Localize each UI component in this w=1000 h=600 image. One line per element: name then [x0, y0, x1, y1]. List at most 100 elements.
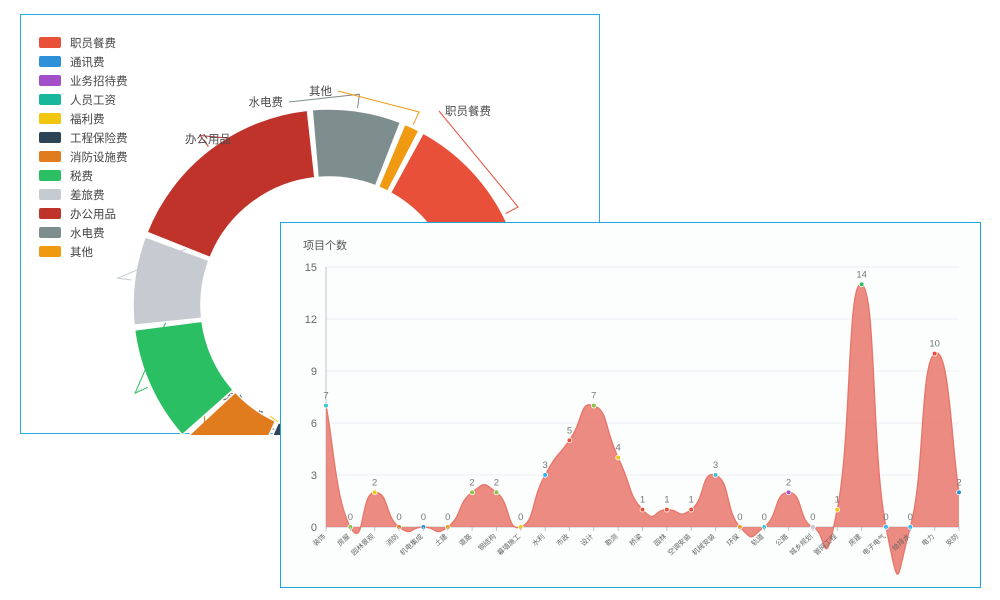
data-point[interactable] — [591, 402, 597, 409]
data-point-label: 1 — [640, 495, 645, 506]
x-axis-tick-label: 机械安装 — [690, 532, 717, 557]
data-point-label: 3 — [713, 460, 718, 471]
x-axis-tick-label: 公路 — [773, 532, 789, 548]
data-point[interactable] — [323, 402, 329, 409]
legend-item[interactable]: 其他 — [39, 242, 128, 261]
data-point[interactable] — [542, 472, 548, 478]
x-axis-tick-label: 土建 — [433, 532, 449, 548]
legend-item-label: 业务招待费 — [70, 75, 128, 88]
data-point-label: 0 — [908, 512, 913, 523]
data-point[interactable] — [688, 506, 694, 513]
pie-callout-line — [438, 110, 519, 214]
data-point-label: 0 — [518, 512, 523, 523]
data-point[interactable] — [931, 350, 938, 357]
legend-item[interactable]: 差旅费 — [39, 185, 128, 204]
area-fill — [326, 284, 959, 575]
legend-color-swatch — [39, 151, 61, 162]
y-axis-tick-label: 12 — [305, 314, 317, 326]
data-point[interactable] — [493, 489, 500, 496]
legend-item-label: 办公用品 — [70, 208, 116, 221]
pie-legend: 职员餐费通讯费业务招待费人员工资福利费工程保险费消防设施费税费差旅费办公用品水电… — [39, 33, 128, 261]
data-point[interactable] — [858, 281, 865, 288]
legend-color-swatch — [39, 227, 61, 238]
data-point[interactable] — [639, 506, 646, 513]
x-axis-tick-label: 城乡规划 — [787, 532, 814, 557]
data-point-label: 7 — [323, 391, 328, 402]
data-point-label: 1 — [689, 495, 694, 506]
data-point-label: 3 — [542, 460, 547, 471]
pie-callout-line — [198, 134, 238, 147]
series-line — [325, 283, 960, 575]
data-point-label: 10 — [929, 339, 940, 350]
pie-slice[interactable] — [132, 236, 210, 326]
pie-slice[interactable] — [377, 123, 420, 193]
x-axis-tick-label: 幕墙施工 — [495, 532, 522, 557]
data-point-label: 0 — [348, 512, 353, 523]
pie-callout-line — [288, 93, 361, 109]
legend-item[interactable]: 福利费 — [39, 109, 128, 128]
legend-item[interactable]: 通讯费 — [39, 52, 128, 71]
legend-item[interactable]: 职员餐费 — [39, 33, 128, 52]
legend-item-label: 人员工资 — [70, 94, 116, 107]
legend-color-swatch — [39, 56, 61, 67]
legend-item[interactable]: 办公用品 — [39, 204, 128, 223]
legend-color-swatch — [39, 113, 61, 124]
legend-item-label: 工程保险费 — [70, 132, 128, 145]
data-point[interactable] — [469, 489, 475, 496]
pie-slice[interactable] — [146, 109, 316, 259]
data-point[interactable] — [956, 489, 962, 496]
data-point-label: 0 — [762, 512, 767, 523]
chart-title: 项目个数 — [303, 239, 347, 252]
data-point[interactable] — [712, 472, 719, 478]
x-axis-tick-label: 桥梁 — [627, 532, 643, 548]
data-point-label: 0 — [810, 512, 815, 523]
legend-item-label: 通讯费 — [70, 56, 105, 69]
legend-item-label: 水电费 — [70, 227, 105, 240]
y-axis-tick-label: 0 — [311, 522, 317, 534]
legend-item[interactable]: 消防设施费 — [39, 147, 128, 166]
legend-item-label: 差旅费 — [70, 189, 105, 202]
legend-color-swatch — [39, 94, 61, 105]
data-point[interactable] — [615, 454, 621, 461]
pie-slice-label: 其他 — [309, 85, 332, 98]
pie-slice[interactable] — [311, 108, 402, 187]
data-point-label: 7 — [591, 391, 596, 402]
pie-slice[interactable] — [133, 320, 234, 435]
data-point-label: 4 — [616, 443, 621, 454]
x-axis-tick-label: 电力 — [920, 532, 936, 548]
data-point-label: 2 — [469, 477, 474, 488]
data-point[interactable] — [371, 489, 378, 496]
data-point-label: 2 — [956, 477, 961, 488]
y-axis-tick-label: 15 — [305, 262, 317, 274]
data-point[interactable] — [785, 489, 792, 496]
project-count-panel: 项目个数 0 3 6 9 12 15 7 装饰 0 房屋 2 园林景观 0 消防 0 机电集成 0 土建 2 道路 2 钢结… — [280, 222, 981, 588]
legend-item[interactable]: 税费 — [39, 166, 128, 185]
x-axis-tick-label: 房屋 — [335, 532, 351, 548]
y-axis-tick-label: 3 — [311, 470, 317, 482]
x-axis-tick-label: 园林景观 — [349, 532, 376, 557]
legend-item-label: 其他 — [70, 246, 93, 259]
data-point[interactable] — [664, 506, 670, 513]
data-point-label: 2 — [372, 477, 377, 488]
legend-item[interactable]: 人员工资 — [39, 90, 128, 109]
legend-color-swatch — [39, 246, 61, 257]
legend-item[interactable]: 业务招待费 — [39, 71, 128, 90]
data-point-label: 1 — [835, 495, 840, 506]
area-chart-svg: 项目个数036912157装饰0房屋2园林景观0消防0机电集成0土建2道路2钢结… — [303, 239, 962, 575]
data-point[interactable] — [834, 506, 841, 513]
legend-item-label: 消防设施费 — [70, 151, 128, 164]
data-point-label: 0 — [396, 512, 401, 523]
x-axis-tick-label: 勘测 — [603, 532, 619, 548]
legend-item-label: 税费 — [70, 170, 93, 183]
pie-callout-line — [337, 90, 420, 125]
legend-item[interactable]: 水电费 — [39, 223, 128, 242]
x-axis-tick-label: 装饰 — [311, 532, 327, 548]
x-axis-tick-label: 房建 — [847, 532, 863, 548]
data-point-label: 5 — [567, 425, 572, 436]
legend-color-swatch — [39, 170, 61, 181]
pie-slice[interactable] — [185, 391, 277, 435]
data-point[interactable] — [566, 437, 573, 444]
data-point-label: 2 — [786, 477, 791, 488]
legend-item[interactable]: 工程保险费 — [39, 128, 128, 147]
x-axis-tick-label: 电子电气 — [860, 532, 887, 557]
